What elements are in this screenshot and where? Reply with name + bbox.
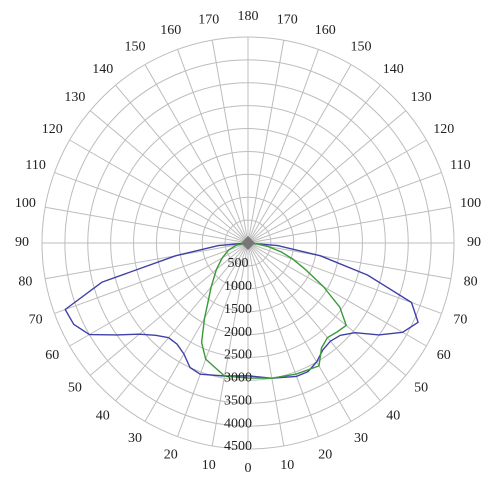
theta-tick-label: 20 (318, 448, 332, 463)
r-tick-label: 3500 (224, 393, 252, 408)
grid-spoke (69, 242, 249, 347)
theta-tick-label: 170 (277, 13, 298, 28)
theta-tick-label: 70 (453, 313, 467, 328)
grid-spoke (247, 242, 407, 376)
grid-spoke (211, 242, 249, 446)
theta-tick-label: 20 (164, 448, 178, 463)
grid-spoke (144, 64, 249, 244)
theta-tick-label: 50 (68, 380, 82, 395)
theta-tick-label: 170 (198, 13, 219, 28)
grid-spoke (247, 84, 381, 244)
theta-tick-label: 40 (96, 408, 110, 423)
theta-tick-label: 80 (18, 274, 32, 289)
theta-tick-label: 110 (25, 158, 45, 173)
center-marker (241, 236, 255, 250)
grid-spoke (247, 242, 352, 422)
grid-spoke (45, 206, 249, 244)
theta-tick-label: 80 (464, 274, 478, 289)
theta-tick-label: 160 (160, 23, 181, 38)
grid-spoke (211, 40, 249, 244)
r-tick-label: 4000 (224, 416, 252, 431)
r-tick-label: 2500 (224, 348, 252, 363)
theta-tick-label: 120 (42, 122, 63, 137)
grid-spoke (247, 172, 442, 244)
grid-spoke (247, 242, 285, 446)
theta-tick-label: 150 (125, 39, 146, 54)
grid-spoke (247, 242, 381, 402)
grid-spoke (177, 242, 249, 437)
r-tick-label: 1500 (224, 302, 252, 317)
theta-tick-label: 90 (15, 235, 29, 250)
theta-tick-label: 150 (351, 39, 372, 54)
grid-spoke (115, 84, 249, 244)
theta-tick-label: 10 (280, 458, 294, 473)
grid-spoke (89, 110, 249, 244)
grid (41, 36, 455, 450)
theta-tick-label: 40 (386, 408, 400, 423)
theta-tick-label: 60 (437, 348, 451, 363)
grid-spoke (115, 242, 249, 402)
theta-tick-label: 30 (354, 431, 368, 446)
theta-tick-label: 70 (29, 313, 43, 328)
theta-tick-label: 30 (128, 431, 142, 446)
grid-spoke (247, 49, 319, 244)
grid-spoke (247, 242, 451, 280)
grid-spoke (247, 64, 352, 244)
grid-spoke (247, 139, 427, 244)
r-tick-label: 1000 (224, 279, 252, 294)
grid-spoke (69, 139, 249, 244)
grid-spoke (89, 242, 249, 376)
grid-spoke (247, 110, 407, 244)
theta-tick-label: 140 (383, 62, 404, 77)
theta-tick-label: 10 (202, 458, 216, 473)
theta-tick-label: 110 (450, 158, 470, 173)
grid-spoke (144, 242, 249, 422)
theta-tick-label: 100 (460, 196, 481, 211)
grid-spoke (54, 242, 249, 314)
grid-spoke (247, 206, 451, 244)
grid-spoke (247, 242, 319, 437)
theta-tick-label: 130 (64, 90, 85, 105)
theta-tick-label: 90 (467, 235, 481, 250)
theta-tick-label: 0 (245, 461, 252, 476)
grid-spoke (54, 172, 249, 244)
intensity-curve (200, 242, 347, 379)
theta-tick-label: 140 (92, 62, 113, 77)
theta-tick-label: 60 (45, 348, 59, 363)
labels: 5001000150020002500300035004000450017016… (15, 9, 481, 476)
theta-tick-label: 180 (238, 9, 259, 24)
grid-spoke (45, 242, 249, 280)
theta-tick-label: 130 (411, 90, 432, 105)
r-tick-label: 500 (228, 256, 249, 271)
theta-tick-label: 50 (414, 380, 428, 395)
curves (64, 242, 419, 379)
theta-tick-label: 160 (315, 23, 336, 38)
grid-spoke (177, 49, 249, 244)
r-tick-label: 2000 (224, 325, 252, 340)
intensity-curve (64, 242, 419, 379)
r-tick-label: 3000 (224, 371, 252, 386)
grid-spoke (247, 40, 285, 244)
theta-tick-label: 120 (433, 122, 454, 137)
r-tick-label: 4500 (224, 439, 252, 454)
grid-spoke (247, 242, 427, 347)
theta-tick-label: 100 (15, 196, 36, 211)
